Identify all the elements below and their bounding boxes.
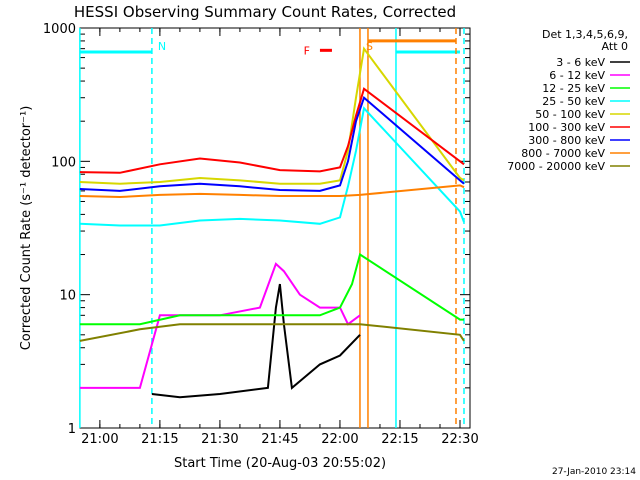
annotation-label: S (366, 40, 373, 53)
series-line (79, 184, 465, 199)
series-line (79, 46, 465, 185)
x-tick-label: 21:45 (261, 432, 298, 447)
legend-header: Det 1,3,4,5,6,9, (542, 28, 628, 41)
x-tick-label: 22:30 (441, 432, 478, 447)
y-tick-label: 100 (51, 155, 76, 170)
legend-label: 25 - 50 keV (542, 95, 605, 108)
y-axis-label: Corrected Count Rate (s⁻¹ detector⁻¹) (19, 106, 34, 351)
plot-frame (79, 27, 471, 429)
legend-label: 7000 - 20000 keV (507, 160, 605, 173)
x-tick-label: 21:15 (141, 432, 178, 447)
legend-label: 800 - 7000 keV (521, 147, 605, 160)
annotations: N SF (79, 28, 465, 428)
series-line (79, 262, 361, 389)
legend-label: 6 - 12 keV (549, 69, 605, 82)
series-lines (79, 46, 465, 399)
axes: 21:00 21:15 21:30 21:45 22:00 22:15 22:30 1 10 10… (43, 22, 479, 447)
series-line (79, 87, 465, 174)
series-line (79, 323, 465, 342)
legend-label: 100 - 300 keV (528, 121, 605, 134)
x-tick-label: 22:00 (321, 432, 358, 447)
series-line (79, 106, 465, 227)
x-tick-label: 21:00 (81, 432, 118, 447)
legend-label: 3 - 6 keV (556, 56, 605, 69)
series-line (79, 252, 464, 326)
series-line (151, 283, 361, 399)
y-tick-label: 1000 (43, 22, 76, 37)
annotation-label: N (158, 40, 166, 53)
x-tick-label: 22:15 (381, 432, 418, 447)
chart-title: HESSI Observing Summary Count Rates, Cor… (74, 3, 456, 21)
legend-label: 50 - 100 keV (535, 108, 605, 121)
x-tick-label: 21:30 (201, 432, 238, 447)
legend-label: 300 - 800 keV (528, 134, 605, 147)
flare-label: F (304, 44, 310, 57)
legend-label: 12 - 25 keV (542, 82, 605, 95)
series-line (79, 95, 465, 192)
legend-header: Att 0 (602, 40, 628, 53)
footer-timestamp: 27-Jan-2010 23:14 (552, 467, 636, 477)
x-axis-label: Start Time (20-Aug-03 20:55:02) (174, 456, 386, 471)
y-tick-label: 10 (59, 289, 76, 304)
y-tick-label: 1 (68, 422, 76, 437)
